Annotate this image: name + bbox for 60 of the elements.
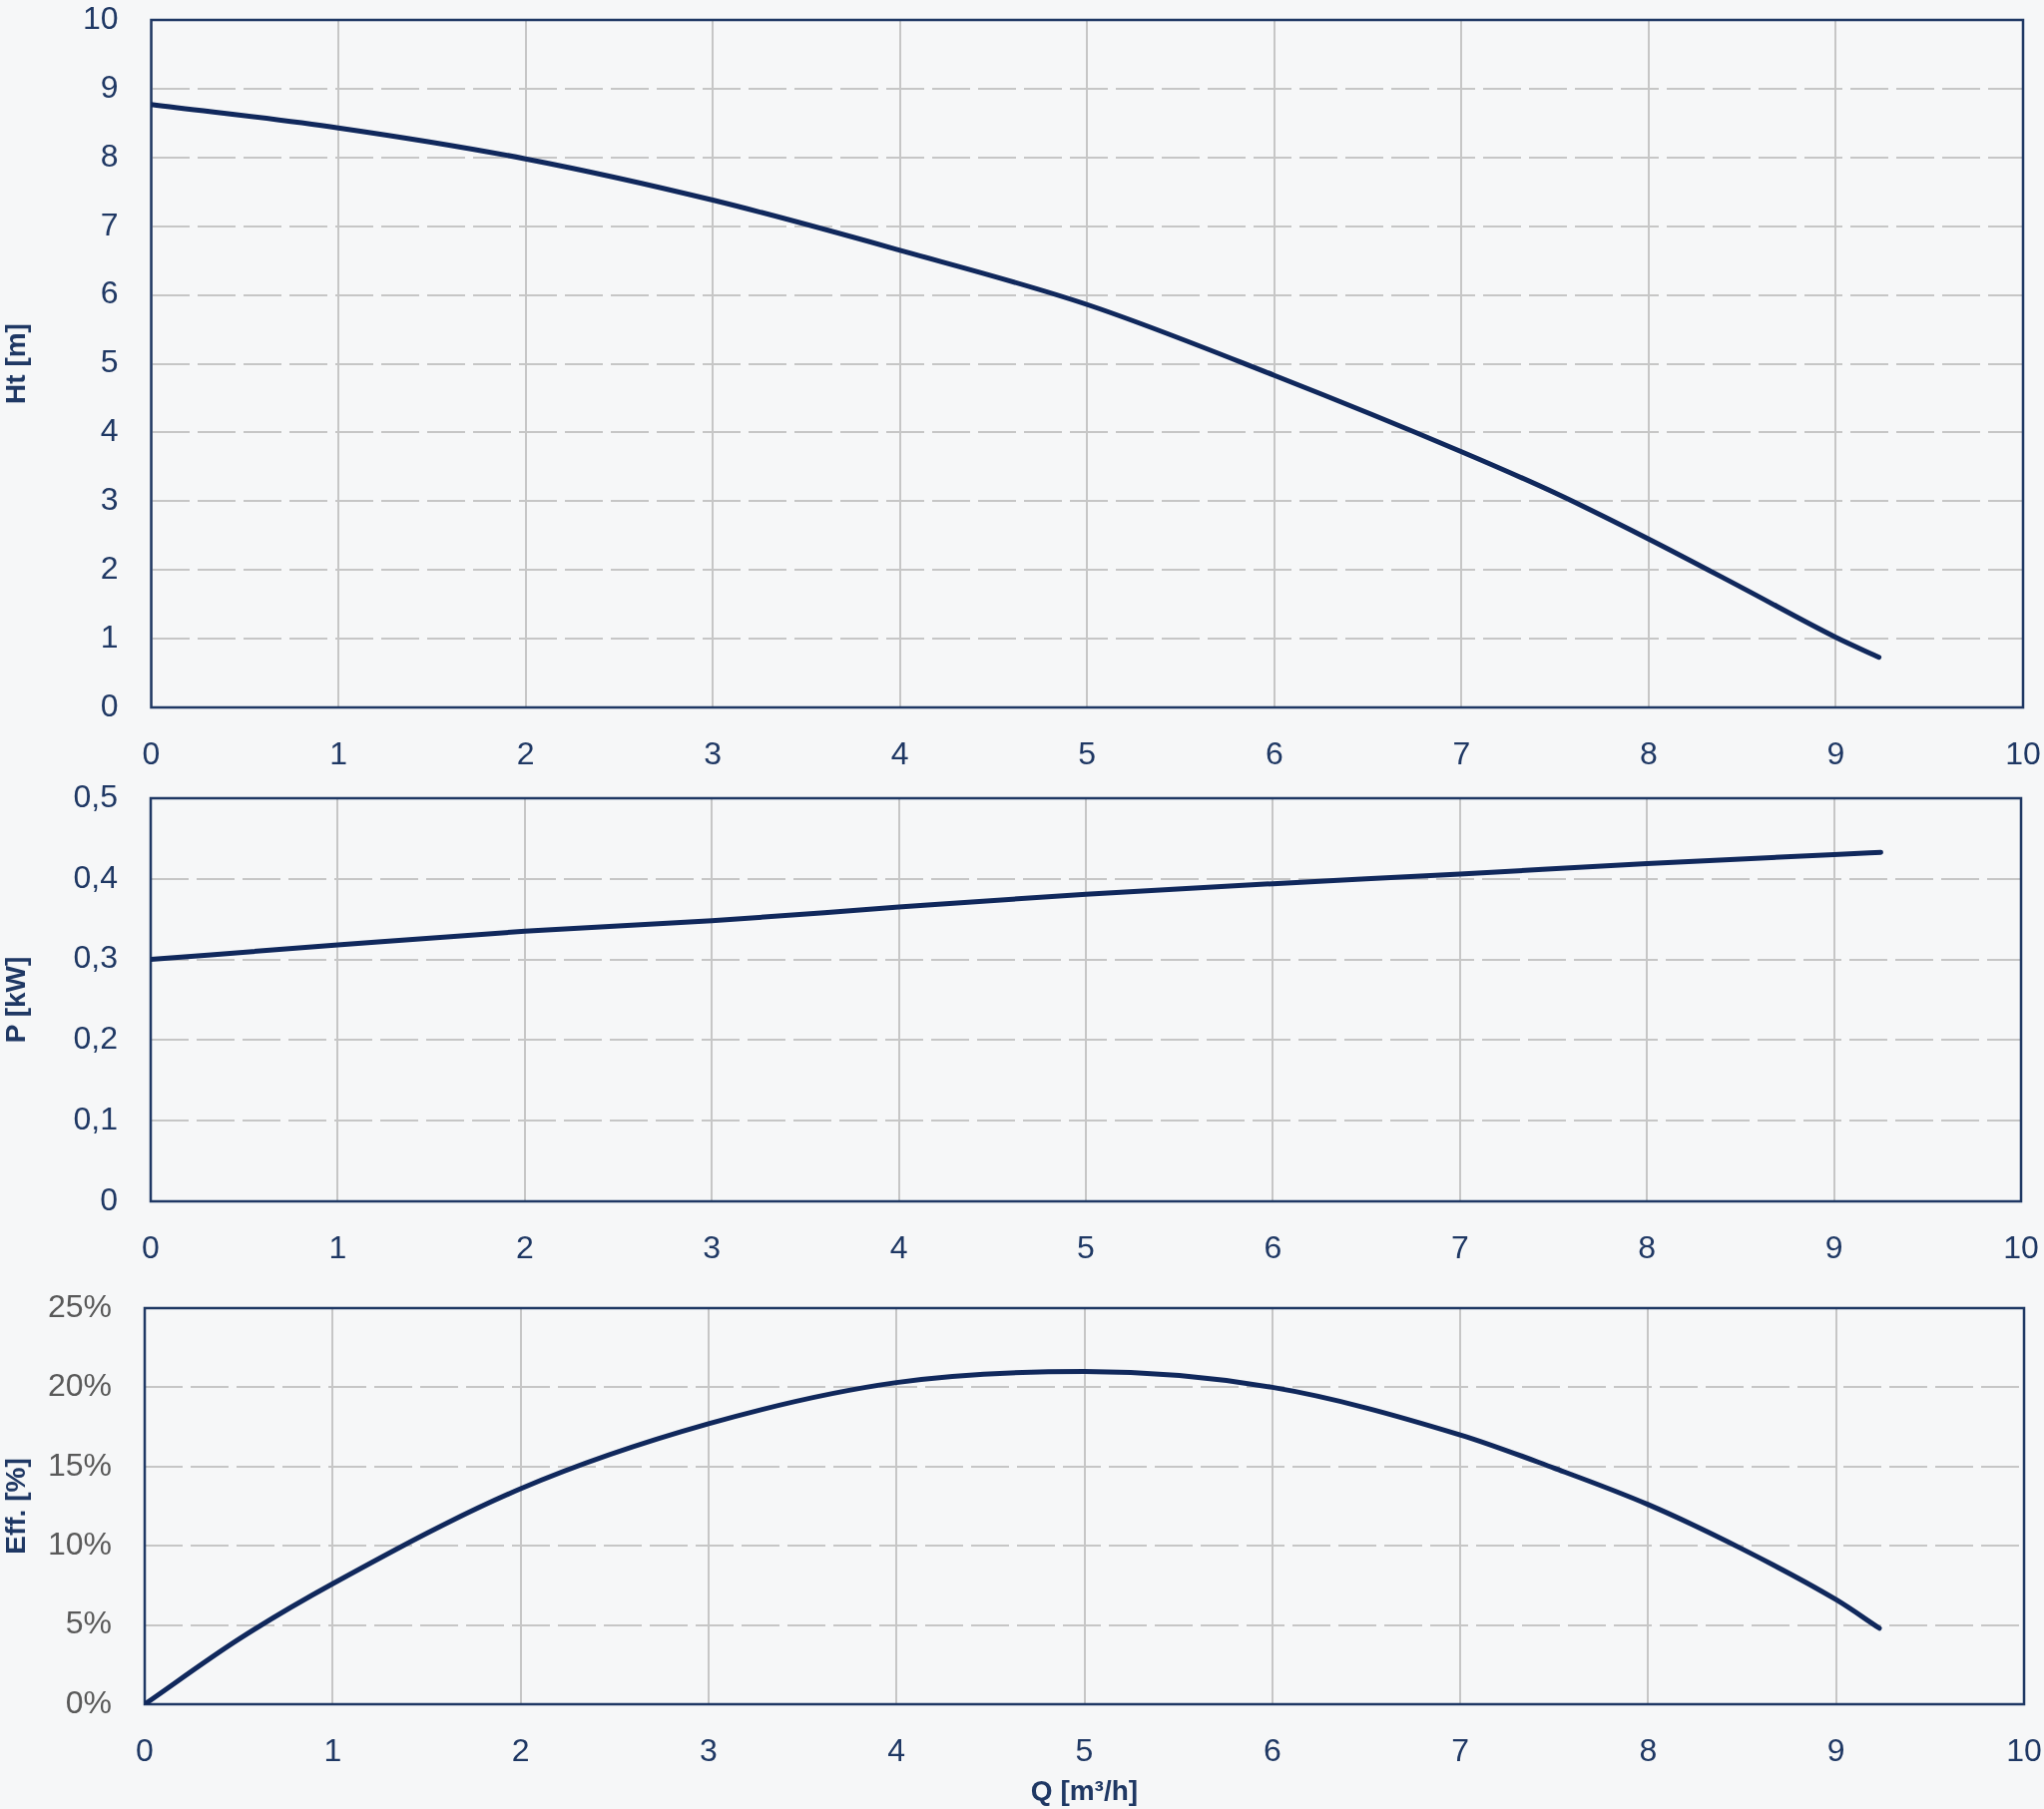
x-tick-label: 5 xyxy=(1078,735,1097,772)
x-tick-label: 7 xyxy=(1452,735,1471,772)
y-axis-title: P [kW] xyxy=(0,956,31,1044)
y-tick-label: 8 xyxy=(100,137,119,174)
y-tick-label: 0% xyxy=(65,1683,112,1720)
x-tick-label: 1 xyxy=(328,1229,347,1266)
y-tick-label: 10% xyxy=(47,1526,112,1563)
y-tick-label: 4 xyxy=(100,412,119,449)
x-tick-label: 6 xyxy=(1263,1732,1281,1769)
x-tick-label: 0 xyxy=(136,1732,154,1769)
x-tick-label: 0 xyxy=(142,1229,160,1266)
y-tick-label: 0,2 xyxy=(73,1020,118,1057)
y-axis-title: Ht [m] xyxy=(0,323,31,404)
x-tick-label: 6 xyxy=(1264,1229,1282,1266)
x-tick-label: 9 xyxy=(1826,735,1845,772)
y-tick-label: 0,3 xyxy=(73,939,118,976)
x-tick-label: 2 xyxy=(511,1732,530,1769)
x-tick-label: 10 xyxy=(2006,1732,2042,1769)
y-tick-label: 0 xyxy=(100,1180,118,1217)
x-tick-label: 6 xyxy=(1265,735,1283,772)
x-tick-label: 5 xyxy=(1075,1732,1094,1769)
y-tick-label: 0,4 xyxy=(73,858,118,895)
x-tick-label: 5 xyxy=(1077,1229,1095,1266)
x-tick-label: 7 xyxy=(1451,1732,1469,1769)
x-tick-label: 7 xyxy=(1450,1229,1469,1266)
y-tick-label: 0 xyxy=(100,686,119,723)
y-tick-label: 10 xyxy=(82,0,119,36)
y-tick-label: 25% xyxy=(47,1287,112,1324)
x-tick-label: 10 xyxy=(2005,735,2041,772)
y-tick-label: 3 xyxy=(100,481,119,518)
x-tick-label: 1 xyxy=(323,1732,342,1769)
y-tick-label: 9 xyxy=(100,68,119,105)
y-tick-label: 2 xyxy=(100,550,119,587)
x-tick-label: 9 xyxy=(1826,1732,1845,1769)
x-tick-label: 0 xyxy=(142,735,161,772)
x-tick-label: 3 xyxy=(700,1732,718,1769)
x-tick-label: 3 xyxy=(703,1229,722,1266)
x-tick-label: 4 xyxy=(887,1732,906,1769)
x-tick-label: 1 xyxy=(329,735,347,772)
x-tick-label: 8 xyxy=(1640,735,1658,772)
x-axis-title: Q [m³/h] xyxy=(1030,1774,1139,1806)
y-tick-label: 0,1 xyxy=(73,1101,118,1137)
y-tick-label: 5% xyxy=(65,1604,112,1641)
y-tick-label: 15% xyxy=(47,1446,112,1483)
y-tick-label: 5 xyxy=(100,343,119,380)
x-tick-label: 4 xyxy=(890,735,909,772)
y-tick-label: 1 xyxy=(100,618,119,655)
x-tick-label: 4 xyxy=(889,1229,908,1266)
y-tick-label: 7 xyxy=(100,206,119,242)
x-tick-label: 9 xyxy=(1824,1229,1843,1266)
x-tick-label: 10 xyxy=(2003,1229,2039,1266)
x-tick-label: 3 xyxy=(704,735,723,772)
y-axis-title: Eff. [%] xyxy=(0,1458,31,1555)
x-tick-label: 8 xyxy=(1639,1732,1658,1769)
y-tick-label: 0,5 xyxy=(73,777,118,814)
x-tick-label: 2 xyxy=(516,735,535,772)
y-tick-label: 6 xyxy=(100,274,119,311)
x-tick-label: 8 xyxy=(1638,1229,1657,1266)
x-tick-label: 2 xyxy=(515,1229,534,1266)
y-tick-label: 20% xyxy=(47,1367,112,1404)
